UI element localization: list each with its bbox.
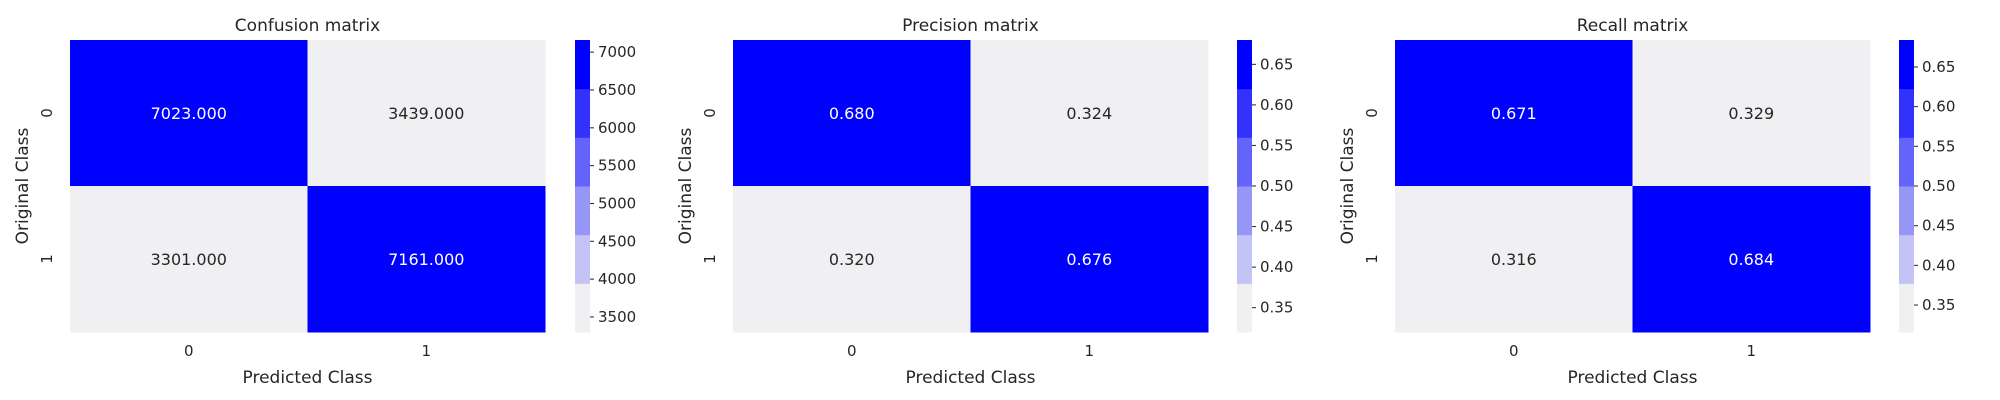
x-tick-label: 0 [1509, 342, 1519, 360]
colorbar-tick-label: 4500 [598, 232, 636, 250]
chart-title: Precision matrix [902, 16, 1039, 36]
colorbar-segment [575, 234, 590, 284]
colorbar-tick-label: 0.60 [1922, 98, 1955, 116]
heatmap-cell [70, 186, 308, 333]
colorbar-tick-label: 0.60 [1260, 96, 1293, 114]
colorbar-segment [1237, 137, 1252, 187]
chart-title: Recall matrix [1577, 16, 1689, 36]
colorbar-tick-label: 6000 [598, 119, 636, 137]
x-tick-label: 1 [1084, 342, 1094, 360]
heatmap-cell [733, 186, 971, 333]
cell-value-label: 0.324 [1066, 104, 1112, 123]
heatmap-cell [307, 40, 546, 187]
colorbar-segment [1899, 186, 1914, 236]
colorbar-tick-label: 7000 [598, 43, 636, 61]
y-tick-label: 0 [1363, 108, 1381, 118]
heatmap-cell [1632, 40, 1871, 187]
heatmap-panel-1: Confusion matrix 7023.000 3439.000 3301.000… [13, 16, 636, 388]
colorbar-tick-label: 6500 [598, 81, 636, 99]
colorbar-tick-label: 0.65 [1260, 55, 1293, 73]
cell-value-label: 0.671 [1491, 104, 1537, 123]
colorbar-tick-label: 0.65 [1922, 58, 1955, 76]
x-tick-label: 0 [184, 342, 194, 360]
heatmap-cell [733, 40, 971, 187]
cell-value-label: 0.320 [829, 250, 875, 269]
heatmap-cell [1632, 186, 1871, 333]
colorbar-tick-label: 0.45 [1922, 217, 1955, 235]
colorbar-segment [575, 40, 590, 90]
colorbar-segment [575, 186, 590, 236]
colorbar-tick-label: 0.40 [1260, 258, 1293, 276]
heatmap-cell [970, 40, 1209, 187]
heatmap-cell [70, 40, 308, 187]
heatmap-cell [1395, 186, 1633, 333]
chart-title: Confusion matrix [235, 16, 380, 36]
colorbar-segment [1237, 88, 1252, 138]
colorbar-tick-label: 0.55 [1260, 136, 1293, 154]
cell-value-label: 7023.000 [151, 104, 227, 123]
colorbar-tick-label: 0.45 [1260, 218, 1293, 236]
colorbar-segment [1237, 283, 1252, 333]
heatmap-panel-3: Recall matrix 0.671 0.329 0.316 0.684 0 1 0 1 Pre… [1338, 16, 1955, 388]
colorbar-tick-label: 5000 [598, 194, 636, 212]
colorbar-segment [575, 283, 590, 333]
colorbar-tick-label: 0.55 [1922, 137, 1955, 155]
colorbar-tick-label: 5500 [598, 157, 636, 175]
colorbar-segment [1237, 40, 1252, 90]
colorbar-segment [1899, 88, 1914, 138]
colorbar-segment [1899, 137, 1914, 187]
heatmap-cell [307, 186, 546, 333]
colorbar-tick-label: 0.50 [1922, 177, 1955, 195]
x-axis-label: Predicted Class [243, 368, 373, 388]
heatmap-cell [1395, 40, 1633, 187]
colorbar-segment [1899, 283, 1914, 333]
y-tick-label: 0 [38, 108, 56, 118]
colorbar-tick-label: 0.40 [1922, 256, 1955, 274]
colorbar-tick-label: 0.35 [1922, 296, 1955, 314]
colorbar-tick-label: 0.50 [1260, 177, 1293, 195]
x-tick-label: 0 [847, 342, 857, 360]
colorbar-segment [575, 137, 590, 187]
colorbar-tick-label: 3500 [598, 308, 636, 326]
y-axis-label: Original Class [13, 128, 33, 245]
colorbar-segment [1899, 40, 1914, 90]
colorbar-tick-label: 0.35 [1260, 299, 1293, 317]
y-axis-label: Original Class [1338, 128, 1358, 245]
colorbar-segment [1899, 234, 1914, 284]
cell-value-label: 0.684 [1728, 250, 1774, 269]
x-tick-label: 1 [1746, 342, 1756, 360]
colorbar-segment [1237, 186, 1252, 236]
cell-value-label: 0.676 [1066, 250, 1112, 269]
y-tick-label: 1 [38, 254, 56, 264]
heatmap-cell [970, 186, 1209, 333]
y-axis-label: Original Class [676, 128, 696, 245]
x-axis-label: Predicted Class [906, 368, 1036, 388]
colorbar-segment [1237, 234, 1252, 284]
cell-value-label: 3439.000 [388, 104, 464, 123]
x-tick-label: 1 [421, 342, 431, 360]
cell-value-label: 0.316 [1491, 250, 1537, 269]
cell-value-label: 7161.000 [388, 250, 464, 269]
colorbar-tick-label: 4000 [598, 270, 636, 288]
x-axis-label: Predicted Class [1568, 368, 1698, 388]
colorbar-segment [575, 88, 590, 138]
y-tick-label: 0 [701, 108, 719, 118]
cell-value-label: 0.680 [829, 104, 875, 123]
heatmap-panel-2: Precision matrix 0.680 0.324 0.320 0.676 0 1 0 1… [676, 16, 1293, 388]
y-tick-label: 1 [1363, 254, 1381, 264]
y-tick-label: 1 [701, 254, 719, 264]
cell-value-label: 0.329 [1728, 104, 1774, 123]
cell-value-label: 3301.000 [151, 250, 227, 269]
